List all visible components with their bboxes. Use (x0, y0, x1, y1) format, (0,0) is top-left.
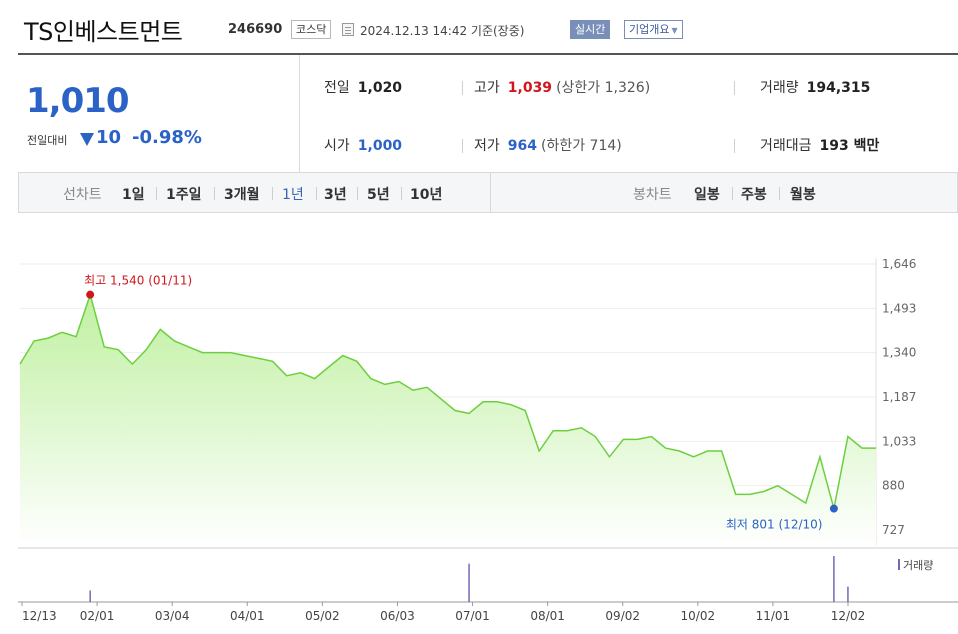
volume-legend-mark (898, 559, 900, 570)
y-tick-label: 1,033 (882, 434, 916, 448)
line-chart-label: 선차트 (63, 187, 102, 203)
calendar-icon (342, 23, 354, 36)
volume-stat: 거래량 194,315 (760, 80, 871, 96)
x-tick-label: 07/01 (455, 609, 490, 623)
price-change: 10 (96, 127, 122, 148)
chevron-down-icon: ▼ (671, 26, 678, 35)
tab-weekly-candle[interactable]: 주봉 (741, 187, 767, 203)
x-tick-label: 03/04 (155, 609, 190, 623)
x-tick-label: 10/02 (681, 609, 716, 623)
price-line (19, 292, 876, 509)
volume-bar (468, 563, 470, 602)
trade-amount: 거래대금 193 백만 (760, 138, 880, 154)
corp-overview-label: 기업개요 (629, 23, 670, 36)
y-tick-label: 1,340 (882, 346, 916, 360)
low-marker (829, 504, 838, 513)
y-tick-label: 880 (882, 479, 905, 493)
tab-monthly-candle[interactable]: 월봉 (790, 187, 816, 203)
x-tick-label: 09/02 (605, 609, 640, 623)
divider (734, 81, 735, 95)
quote-datetime: 2024.12.13 14:42 기준(장중) (360, 24, 525, 38)
down-arrow-icon (80, 133, 94, 146)
volume-bar (89, 590, 91, 602)
low-annotation: 최저 801 (12/10) (726, 518, 823, 532)
volume-bar (833, 556, 835, 602)
divider (462, 81, 463, 95)
volume-legend: 거래량 (898, 557, 933, 573)
current-price: 1,010 (26, 81, 130, 121)
day-high: 고가 1,039 (상한가 1,326) (474, 80, 651, 96)
y-tick-label: 1,493 (882, 301, 916, 315)
realtime-button[interactable]: 실시간 (570, 20, 611, 39)
x-tick-label: 05/02 (305, 609, 340, 623)
x-tick-label: 12/02 (831, 609, 866, 623)
divider (462, 139, 463, 153)
tab-1year[interactable]: 1년 (282, 187, 304, 203)
open-price: 시가 1,000 (324, 138, 403, 154)
x-tick-label: 02/01 (80, 609, 115, 623)
day-low: 저가 964 (하한가 714) (474, 138, 622, 154)
x-tick-label: 08/01 (530, 609, 565, 623)
price-chart[interactable]: 1,646 1,493 1,340 1,187 1,033 880 727 최고 1,540 … (18, 240, 958, 634)
market-badge: 코스닥 (291, 20, 332, 39)
tab-5years[interactable]: 5년 (367, 187, 390, 203)
high-marker (86, 290, 95, 299)
x-tick-label: 06/03 (380, 609, 415, 623)
tab-1day[interactable]: 1일 (122, 187, 145, 203)
current-price-box: 1,010 전일대비 10 -0.98% (18, 55, 300, 173)
stock-name: TS인베스트먼트 (24, 18, 183, 46)
high-annotation: 최고 1,540 (01/11) (84, 274, 192, 288)
volume-bar (847, 586, 849, 602)
quote-summary: 1,010 전일대비 10 -0.98% 전일 1,020 고가 1,039 (상한가… (18, 53, 958, 173)
change-rate: -0.98% (132, 127, 202, 148)
stock-header: TS인베스트먼트 246690 코스닥 2024.12.13 14:42 기준(… (0, 0, 958, 50)
tab-10years[interactable]: 10년 (410, 187, 443, 203)
candle-chart-label: 봉차트 (633, 187, 672, 203)
divider (734, 139, 735, 153)
x-tick-label: 11/01 (756, 609, 791, 623)
tab-daily-candle[interactable]: 일봉 (694, 187, 720, 203)
corp-overview-dropdown[interactable]: 기업개요 ▼ (624, 20, 683, 39)
price-area (20, 294, 876, 546)
y-tick-label: 1,646 (882, 257, 916, 271)
stock-code: 246690 (228, 22, 283, 37)
y-tick-label: 727 (882, 523, 905, 537)
y-tick-label: 1,187 (882, 390, 916, 404)
compare-label: 전일대비 (27, 134, 68, 147)
tab-1week[interactable]: 1주일 (166, 187, 202, 203)
tab-3months[interactable]: 3개월 (224, 187, 260, 203)
x-tick-label: 04/01 (230, 609, 265, 623)
chart-tabs: 선차트 1일 1주일 3개월 1년 3년 5년 10년 봉차트 일봉 주봉 월봉 (18, 173, 958, 213)
x-tick-label: 12/13 (22, 609, 57, 623)
tab-3years[interactable]: 3년 (324, 187, 347, 203)
price-chart-svg: 1,646 1,493 1,340 1,187 1,033 880 727 최고 1,540 … (18, 257, 958, 623)
prev-close: 전일 1,020 (324, 80, 403, 96)
